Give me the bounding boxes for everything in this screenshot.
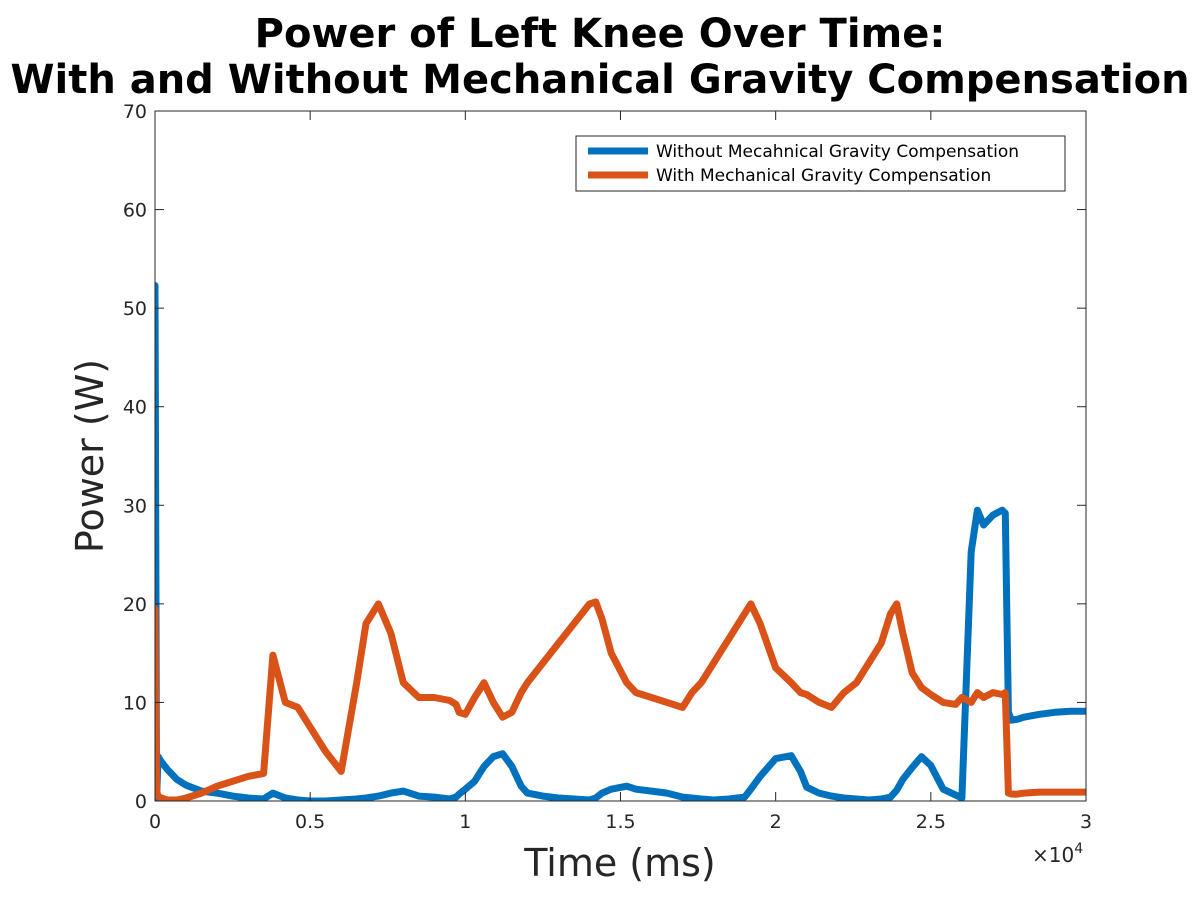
y-tick-label: 20 <box>123 594 147 616</box>
y-tick-label: 50 <box>123 298 147 320</box>
y-tick-label: 30 <box>123 495 147 517</box>
x-tick-label: 2.5 <box>916 811 946 833</box>
x-axis-label: Time (ms) <box>523 841 716 885</box>
chart-title-line-1: Power of Left Knee Over Time: <box>254 11 946 57</box>
x-exponent-power: 4 <box>1074 841 1083 857</box>
y-tick-label: 10 <box>123 692 147 714</box>
plot-area <box>155 111 1086 801</box>
y-tick-label: 70 <box>123 101 147 123</box>
y-tick-label: 0 <box>135 791 147 813</box>
series-line-with-compensation <box>155 598 1086 801</box>
x-tick-label: 2 <box>770 811 782 833</box>
y-axis-label: Power (W) <box>68 359 112 553</box>
y-tick-label: 60 <box>123 200 147 222</box>
x-tick-label: 1.5 <box>605 811 635 833</box>
legend-label-without: Without Mecahnical Gravity Compensation <box>656 142 1019 162</box>
legend-label-with: With Mechanical Gravity Compensation <box>656 166 991 186</box>
x-tick-label: 1 <box>459 811 471 833</box>
chart-title-line-2: With and Without Mechanical Gravity Comp… <box>10 57 1190 103</box>
x-tick-label: 0.5 <box>295 811 325 833</box>
y-tick-label: 40 <box>123 397 147 419</box>
legend: Without Mecahnical Gravity Compensation … <box>575 135 1066 192</box>
x-tick-label: 0 <box>149 811 161 833</box>
legend-box <box>575 135 1066 192</box>
x-exponent-label: ×104 <box>1032 841 1083 867</box>
x-tick-label: 3 <box>1080 811 1092 833</box>
x-exponent-base: ×10 <box>1032 843 1074 867</box>
